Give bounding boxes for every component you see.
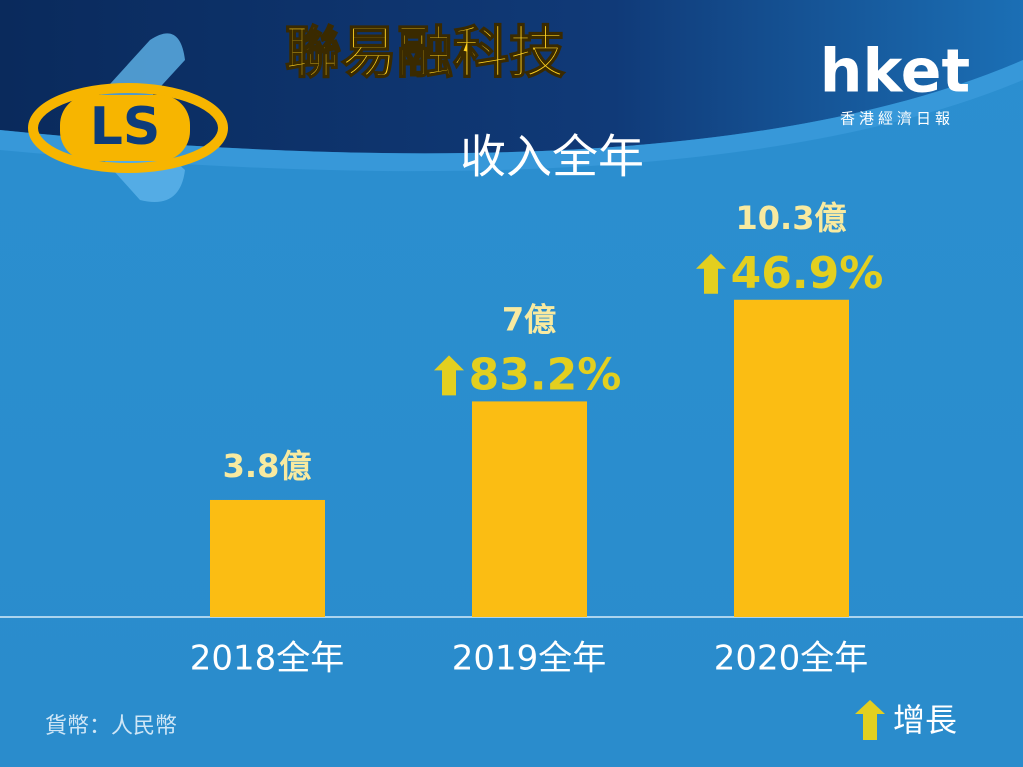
legend-arrow [855, 700, 885, 740]
value-label: 3.8億 [223, 447, 312, 485]
growth-label: 83.2% [469, 349, 622, 400]
brand-subtitle: 香港經濟日報 [840, 110, 954, 128]
header-band [0, 0, 1023, 154]
brand: hket [820, 37, 970, 107]
svg-text:LS: LS [90, 97, 161, 157]
x-tick-label: 2019全年 [452, 639, 607, 679]
bar [210, 499, 325, 617]
logo: LS [28, 33, 228, 203]
legend-label: 增長 [893, 701, 957, 739]
chart-title: 聯易融科技 [285, 21, 565, 86]
growth-arrow [434, 355, 464, 396]
growth-arrow [696, 253, 726, 294]
value-label: 7億 [502, 300, 556, 338]
growth-label: 46.9% [731, 248, 884, 299]
value-label: 10.3億 [736, 199, 847, 237]
chart-subtitle: 收入全年 [460, 130, 644, 184]
x-tick-label: 2018全年 [190, 639, 345, 679]
x-tick-label: 2020全年 [714, 639, 869, 679]
note: 貨幣：人民幣 [45, 714, 177, 739]
bar [472, 401, 587, 617]
bar [734, 299, 849, 617]
header-glow [0, 60, 1023, 172]
